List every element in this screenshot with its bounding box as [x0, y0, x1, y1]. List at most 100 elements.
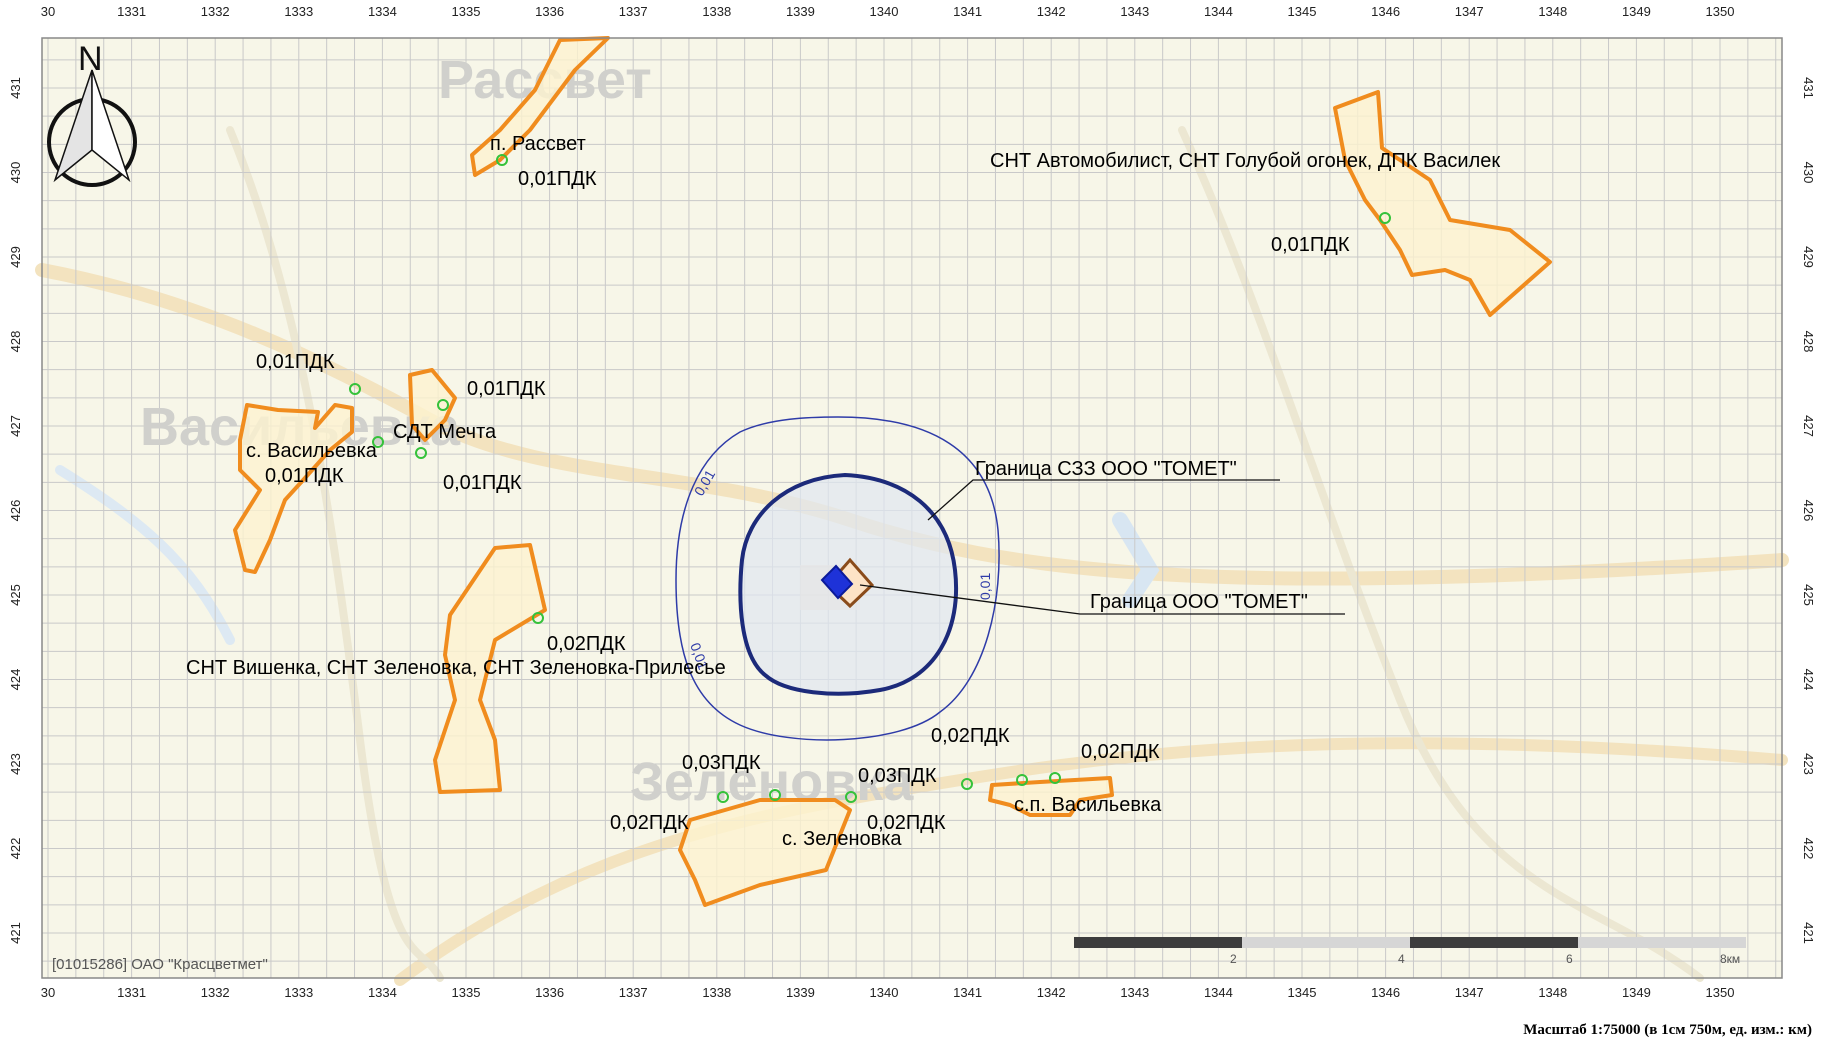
axis-tick-label: 430 [8, 162, 23, 184]
control-point[interactable] [437, 399, 449, 411]
axis-tick-label: 1340 [870, 985, 899, 1000]
pdk-label: 0,01ПДК [467, 378, 546, 400]
axis-tick-label: 1340 [870, 4, 899, 19]
axis-tick-label: 424 [8, 669, 23, 691]
north-arrow: N [47, 40, 137, 187]
axis-tick-label: 426 [8, 500, 23, 522]
control-point[interactable] [349, 383, 361, 395]
river [55, 465, 235, 645]
control-point[interactable] [372, 436, 384, 448]
control-point[interactable] [1016, 774, 1028, 786]
axis-tick-label: 1350 [1706, 985, 1735, 1000]
pdk-label: 0,01ПДК [1271, 234, 1350, 256]
scale-bar-segment [1074, 937, 1242, 948]
axis-tick-label: 430 [1801, 162, 1816, 184]
scale-bar-tick: 6 [1566, 952, 1573, 966]
axis-tick-label: 422 [8, 838, 23, 860]
isoline-0-01[interactable] [675, 416, 1000, 741]
axis-tick-label: 421 [1801, 922, 1816, 944]
axis-tick-label: 427 [8, 415, 23, 437]
zone-snt-vishenka[interactable] [433, 543, 547, 794]
axis-tick-label: 425 [1801, 584, 1816, 606]
road [226, 126, 444, 982]
residential-zones [233, 36, 1552, 907]
axis-tick-label: 1344 [1204, 4, 1233, 19]
y-axis-right: 431 430 429 428 427 426 425 424 423 422 421 [1801, 77, 1816, 944]
callout-leaders [859, 479, 1345, 615]
base-map-features [35, 126, 1789, 986]
scale-bar-segment [1578, 937, 1746, 948]
place-label: п. Рассвет [490, 133, 586, 155]
axis-tick-label: 1342 [1037, 4, 1066, 19]
control-points [349, 154, 1391, 803]
pdk-label: 0,02ПДК [610, 812, 689, 834]
control-point[interactable] [1379, 212, 1391, 224]
axis-tick-label: 431 [8, 77, 23, 99]
axis-tick-label: 1338 [702, 4, 731, 19]
axis-tick-label: 424 [1801, 669, 1816, 691]
zone-sdt-mechta[interactable] [408, 368, 457, 442]
control-point[interactable] [532, 612, 544, 624]
axis-tick-label: 422 [1801, 838, 1816, 860]
axis-tick-label: 431 [1801, 77, 1816, 99]
szz-callout-label: Граница СЗЗ ООО "ТОМЕТ" [975, 458, 1237, 480]
szz-leader-line [927, 479, 1280, 521]
axis-tick-label: 1341 [953, 4, 982, 19]
axis-tick-label: 1349 [1622, 985, 1651, 1000]
axis-tick-label: 426 [1801, 500, 1816, 522]
zone-sp-vasilyevka[interactable] [988, 776, 1114, 817]
place-label: СДТ Мечта [393, 421, 497, 443]
axis-tick-label: 1338 [702, 985, 731, 1000]
map-frame [41, 37, 1783, 979]
axis-tick-label: 1341 [953, 985, 982, 1000]
pdk-label: 0,01ПДК [256, 351, 335, 373]
pdk-label: 0,01ПДК [518, 168, 597, 190]
sanitary-protection-zone: 0,01 0,01 0,01 [675, 416, 1000, 741]
axis-tick-label: 1343 [1120, 985, 1149, 1000]
scale-bar: 2 4 6 8км [1074, 937, 1746, 966]
axis-tick-label: 1346 [1371, 985, 1400, 1000]
zone-rassvet[interactable] [470, 36, 610, 177]
control-point[interactable] [845, 791, 857, 803]
axis-tick-label: 1334 [368, 985, 397, 1000]
axis-tick-label: 1331 [117, 4, 146, 19]
zone-s-vasilyevka[interactable] [233, 403, 354, 574]
scale-bar-tick: 2 [1230, 952, 1237, 966]
axis-tick-label: 1349 [1622, 4, 1651, 19]
control-point[interactable] [415, 447, 427, 459]
emission-source[interactable] [820, 564, 854, 600]
control-point[interactable] [1049, 772, 1061, 784]
place-label: с. Васильевка [246, 440, 378, 462]
pdk-label: 0,03ПДК [858, 765, 937, 787]
zone-snt-avtomobilist[interactable] [1333, 90, 1552, 317]
y-axis-left: 431 430 429 428 427 426 425 424 423 422 421 [8, 77, 23, 944]
control-point[interactable] [717, 791, 729, 803]
axis-tick-label: 1333 [284, 985, 313, 1000]
pdk-label: 0,03ПДК [682, 752, 761, 774]
axis-tick-label: 1335 [452, 985, 481, 1000]
scale-bar-tick: 4 [1398, 952, 1405, 966]
pdk-label: 0,01ПДК [443, 472, 522, 494]
axis-tick-label: 429 [8, 246, 23, 268]
control-point[interactable] [496, 154, 508, 166]
isoline-label: 0,01 [977, 573, 993, 600]
control-point[interactable] [769, 789, 781, 801]
water-body [1112, 512, 1160, 608]
axis-tick-label: 1332 [201, 985, 230, 1000]
zone-s-zelenovka[interactable] [678, 798, 852, 907]
road [1178, 126, 1704, 982]
x-axis-top: 30 1331 1332 1333 1334 1335 1336 1337 1338 1339 13… [41, 4, 1735, 19]
axis-tick-label: 1347 [1455, 985, 1484, 1000]
tomet-leader-line [859, 584, 1345, 615]
pdk-label: 0,02ПДК [867, 812, 946, 834]
scale-bar-segment [1242, 937, 1410, 948]
road [35, 263, 1789, 586]
axis-tick-label: 1350 [1706, 4, 1735, 19]
axis-tick-label: 423 [1801, 753, 1816, 775]
pdk-label: 0,02ПДК [931, 725, 1010, 747]
north-label: N [78, 40, 103, 78]
axis-tick-label: 1348 [1538, 985, 1567, 1000]
control-point[interactable] [961, 778, 973, 790]
